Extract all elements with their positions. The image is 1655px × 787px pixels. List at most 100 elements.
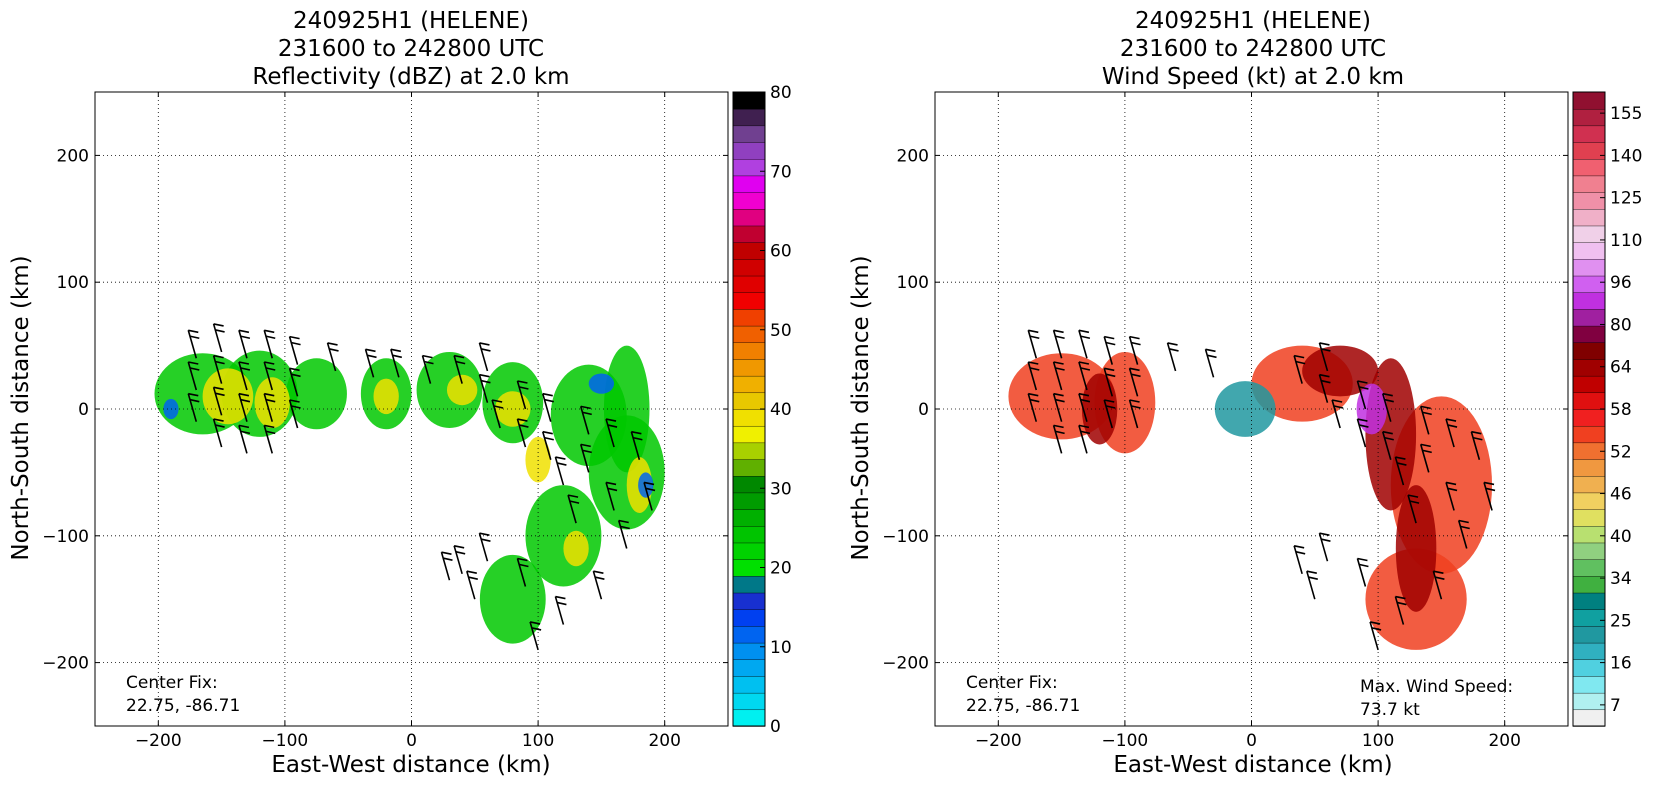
wind-barb (263, 329, 276, 359)
wind-barb (1128, 367, 1141, 397)
wind-barb (466, 570, 478, 600)
wind-barb (1331, 399, 1344, 429)
colorbar-swatch (1572, 592, 1606, 610)
colorbar-swatch (732, 492, 766, 510)
colorbar-swatch (1572, 141, 1606, 160)
wind-barb (1407, 494, 1420, 524)
colorbar-swatch (1572, 558, 1606, 577)
x-axis-label: East-West distance (km) (1113, 752, 1392, 778)
colorbar-swatch (732, 108, 766, 127)
wind-barb (187, 329, 200, 359)
colorbar-swatch (1572, 659, 1606, 677)
wind-barb (1457, 519, 1470, 549)
reflectivity-colorbar: 0 10 20 30 40 50 60 70 80 (732, 83, 792, 737)
wind-barb (212, 418, 225, 448)
wind-barb (288, 367, 301, 397)
colorbar-swatch (732, 442, 766, 460)
wind-barb (529, 621, 542, 651)
data-region (373, 378, 399, 415)
wind-barb (1078, 424, 1091, 454)
colorbar-swatch (732, 692, 766, 711)
colorbar-swatch (1572, 241, 1606, 260)
panel-title-line-2: 231600 to 242800 UTC (278, 36, 544, 62)
wind-barb (1027, 329, 1040, 359)
colorbar-tick-label: 30 (770, 479, 792, 499)
wind-barb (238, 424, 251, 454)
colorbar-tick-label: 50 (770, 321, 792, 341)
y-axis-label: North-South distance (km) (848, 255, 874, 560)
data-region (638, 472, 654, 498)
wind-speed-plot-area: −200 −100 0 100 200 −200 −100 0 100 200 (882, 91, 1569, 751)
wind-barb (1103, 335, 1116, 365)
colorbar-swatch (1572, 609, 1606, 627)
wind-barb (212, 354, 225, 384)
wind-barb (288, 335, 301, 365)
data-region (202, 368, 254, 425)
colorbar-swatch (1572, 191, 1606, 210)
wind-barb (478, 342, 491, 372)
colorbar-swatch (732, 275, 766, 293)
data-region (1365, 358, 1417, 511)
x-tick-label: 0 (1246, 731, 1257, 751)
center-fix-value: 22.75, -86.71 (126, 696, 240, 716)
wind-barb (643, 481, 656, 511)
colorbar-swatch (732, 292, 766, 310)
colorbar-swatch (732, 609, 766, 627)
colorbar-swatch (1572, 492, 1606, 510)
wind-barb (1445, 418, 1458, 448)
colorbar-swatch (1572, 392, 1606, 410)
colorbar-tick-label: 70 (770, 162, 792, 182)
colorbar-swatch (732, 342, 766, 360)
colorbar-tick-label: 125 (1610, 189, 1642, 209)
wind-barb (453, 545, 466, 575)
colorbar-swatch (732, 191, 766, 210)
x-tick-label: 0 (406, 731, 417, 751)
data-region (163, 398, 179, 420)
wind-barb (1103, 399, 1116, 429)
wind-barb (516, 380, 529, 410)
colorbar-swatch (1572, 108, 1606, 127)
plot-frame (934, 91, 1569, 727)
x-tick-label: 200 (648, 731, 680, 751)
data-region (525, 436, 551, 483)
colorbar-tick-label: 80 (1610, 315, 1632, 335)
wind-barb (1394, 595, 1407, 625)
data-region (603, 345, 650, 473)
wind-barb (1293, 354, 1306, 384)
data-region (588, 373, 615, 394)
colorbar-swatch (732, 392, 766, 410)
colorbar-swatch (732, 325, 766, 343)
wind-barb (516, 557, 529, 587)
wind-barb (212, 386, 225, 416)
wind-barb (1078, 329, 1091, 359)
wind-barb (440, 551, 453, 581)
wind-barb (1445, 481, 1458, 511)
colorbar-swatch (732, 375, 766, 394)
colorbar-swatch (732, 508, 766, 527)
y-tick-label: −100 (882, 527, 929, 547)
colorbar-swatch (1572, 525, 1606, 544)
colorbar-swatch (732, 592, 766, 610)
colorbar-swatch (732, 475, 766, 494)
wind-barb (491, 399, 504, 429)
max-wind-label: Max. Wind Speed: (1360, 677, 1513, 697)
wind-barb (1052, 392, 1065, 422)
center-fix-label: Center Fix: (966, 673, 1058, 693)
y-tick-label: −200 (42, 654, 89, 674)
center-fix-label: Center Fix: (126, 673, 218, 693)
colorbar-swatch (1572, 675, 1606, 694)
wind-barb (390, 348, 403, 378)
x-tick-label: −200 (975, 731, 1022, 751)
x-tick-label: −100 (1102, 731, 1149, 751)
colorbar-swatch (1572, 175, 1606, 193)
wind-barb (326, 342, 339, 372)
colorbar-tick-label: 155 (1610, 104, 1642, 124)
wind-barb (605, 418, 618, 448)
wind-barb (478, 532, 491, 562)
panel-title-line-2: 231600 to 242800 UTC (1120, 36, 1386, 62)
wind-barb (1204, 348, 1217, 378)
colorbar-swatch (732, 642, 766, 660)
colorbar-swatch (732, 458, 766, 477)
wind-barb (1318, 373, 1331, 403)
colorbar-swatch (1572, 91, 1606, 110)
